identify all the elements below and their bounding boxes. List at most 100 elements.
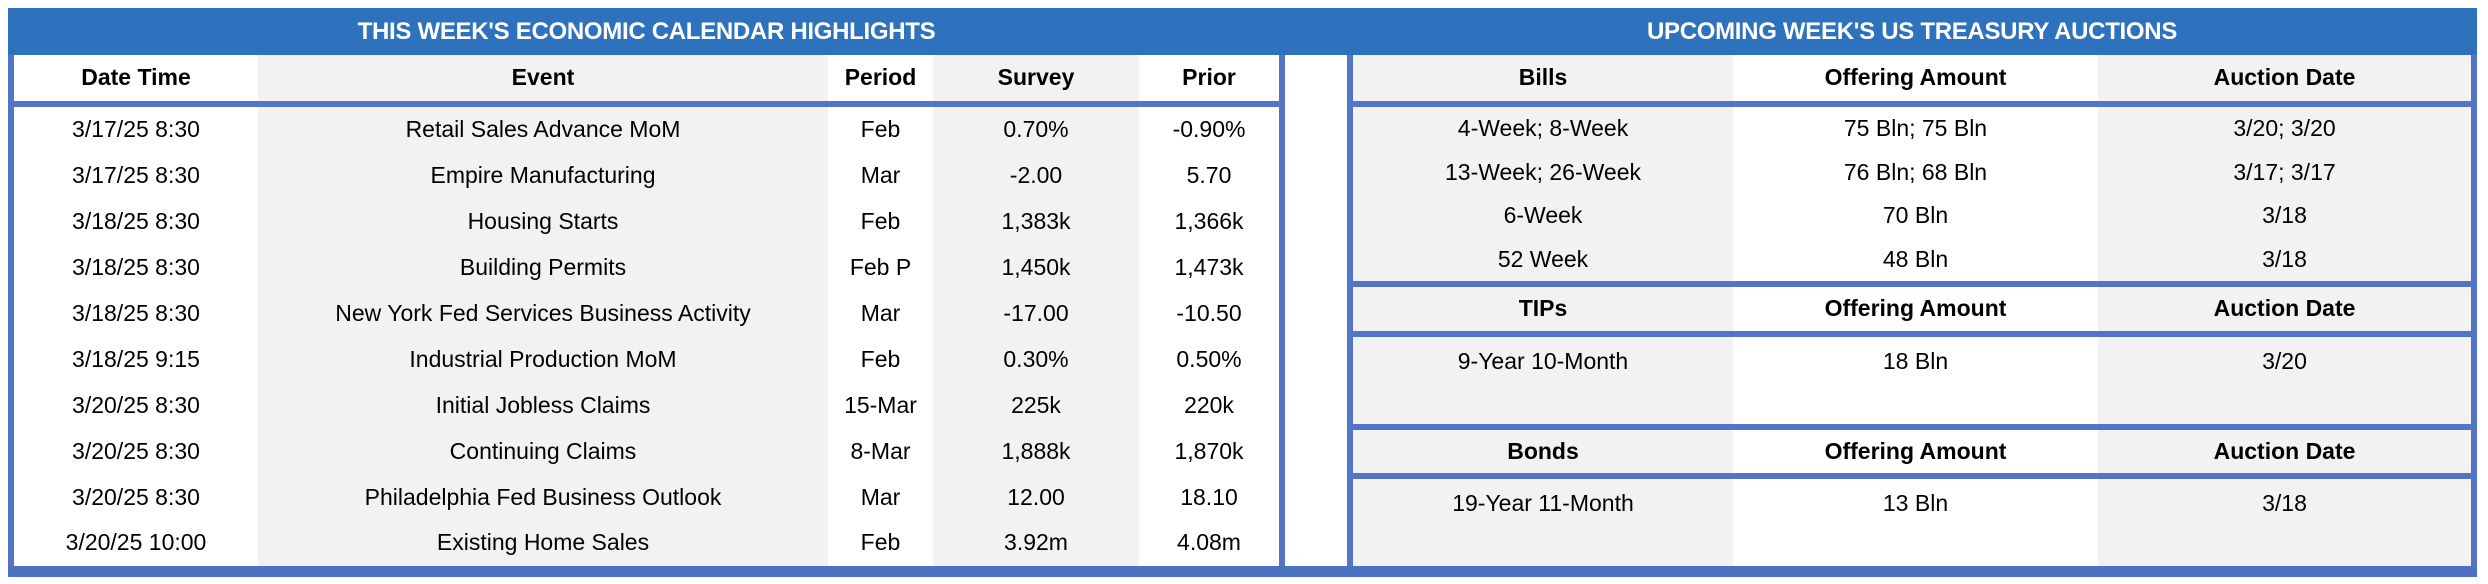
offering-amount-cell: 70 Bln — [1882, 202, 1949, 229]
treasury-auctions-table: Bills Offering Amount Auction Date 4-Wee… — [1347, 55, 2477, 566]
header-offering-amount: Offering Amount — [1824, 295, 2007, 322]
calendar-row-5: 3/18/25 8:30 New York Fed Services Busin… — [14, 290, 1279, 337]
bonds-header-divider — [1353, 473, 2471, 479]
header-auction-date: Auction Date — [2098, 429, 2471, 473]
bills-row-3: 6-Week 70 Bln 3/18 — [1353, 194, 2471, 238]
date-time-cell: 3/20/25 8:30 — [72, 437, 200, 464]
bonds-header-row: Bonds Offering Amount Auction Date — [1353, 429, 2471, 473]
survey-cell: 0.70% — [933, 107, 1139, 153]
header-auction-date: Auction Date — [2098, 287, 2471, 331]
header-survey: Survey — [933, 55, 1139, 101]
header-offering-amount: Offering Amount — [1824, 64, 2007, 91]
security-cell: 19-Year 11-Month — [1353, 479, 1733, 566]
tips-header-divider — [1353, 330, 2471, 337]
period-cell: Feb P — [849, 254, 912, 281]
header-prior: Prior — [1182, 64, 1236, 91]
prior-cell: 1,870k — [1174, 437, 1244, 464]
event-cell: Existing Home Sales — [258, 520, 828, 567]
calendar-row-2: 3/17/25 8:30 Empire Manufacturing Mar -2… — [14, 152, 1279, 199]
event-cell: Continuing Claims — [258, 428, 828, 475]
header-auction-date: Auction Date — [2098, 55, 2471, 101]
calendar-row-1: 3/17/25 8:30 Retail Sales Advance MoM Fe… — [14, 107, 1279, 153]
security-cell: 4-Week; 8-Week — [1353, 107, 1733, 151]
bonds-data-row: 19-Year 11-Month 13 Bln 3/18 — [1353, 479, 2471, 566]
prior-cell: 1,473k — [1174, 254, 1244, 281]
event-cell: Housing Starts — [258, 198, 828, 245]
event-cell: Initial Jobless Claims — [258, 382, 828, 429]
calendar-rows: 3/17/25 8:30 Retail Sales Advance MoM Fe… — [14, 107, 1279, 567]
bonds-section-divider — [1353, 423, 2471, 430]
survey-cell: 0.30% — [933, 336, 1139, 383]
date-time-cell: 3/20/25 10:00 — [65, 529, 207, 556]
period-cell: 15-Mar — [844, 391, 917, 418]
calendar-row-4: 3/18/25 8:30 Building Permits Feb P 1,45… — [14, 244, 1279, 291]
header-date-time: Date Time — [81, 64, 191, 91]
prior-cell: 18.10 — [1180, 483, 1238, 510]
period-cell: Feb — [860, 345, 901, 372]
date-time-cell: 3/20/25 8:30 — [72, 483, 200, 510]
period-cell: Feb — [860, 529, 901, 556]
prior-cell: -10.50 — [1176, 299, 1242, 326]
tips-header-row: TIPs Offering Amount Auction Date — [1353, 287, 2471, 331]
period-cell: Mar — [860, 162, 901, 189]
security-cell: 6-Week — [1353, 194, 1733, 238]
period-cell: 8-Mar — [850, 437, 911, 464]
period-cell: Mar — [860, 483, 901, 510]
survey-cell: 225k — [933, 382, 1139, 429]
prior-cell: 0.50% — [1176, 345, 1242, 372]
auction-date-cell: 3/20; 3/20 — [2098, 107, 2471, 151]
event-cell: Retail Sales Advance MoM — [258, 107, 828, 153]
treasury-auctions-title: UPCOMING WEEK'S US TREASURY AUCTIONS — [1646, 17, 2178, 45]
tips-section-divider — [1353, 281, 2471, 287]
economic-calendar-table: Date Time Event Period Survey Prior 3/17… — [8, 55, 1285, 567]
offering-amount-cell: 75 Bln; 75 Bln — [1843, 115, 1988, 142]
auction-date-cell: 3/17; 3/17 — [2098, 150, 2471, 194]
date-time-cell: 3/18/25 8:30 — [72, 299, 200, 326]
calendar-row-10: 3/20/25 10:00 Existing Home Sales Feb 3.… — [14, 520, 1279, 567]
event-cell: Empire Manufacturing — [258, 152, 828, 199]
prior-cell: 220k — [1184, 391, 1234, 418]
survey-cell: 1,383k — [933, 198, 1139, 245]
calendar-row-7: 3/20/25 8:30 Initial Jobless Claims 15-M… — [14, 382, 1279, 429]
bottom-border — [8, 566, 2477, 577]
offering-amount-cell: 76 Bln; 68 Bln — [1843, 158, 1988, 185]
bills-rows: 4-Week; 8-Week 75 Bln; 75 Bln 3/20; 3/20… — [1353, 107, 2471, 281]
calendar-row-8: 3/20/25 8:30 Continuing Claims 8-Mar 1,8… — [14, 428, 1279, 475]
event-cell: Philadelphia Fed Business Outlook — [258, 474, 828, 521]
offering-amount-cell: 48 Bln — [1882, 245, 1949, 272]
header-tips: TIPs — [1353, 287, 1733, 331]
survey-cell: -2.00 — [933, 152, 1139, 199]
economic-calendar-title: THIS WEEK'S ECONOMIC CALENDAR HIGHLIGHTS — [357, 17, 936, 45]
security-cell: 52 Week — [1353, 237, 1733, 281]
survey-cell: 12.00 — [933, 474, 1139, 521]
period-cell: Mar — [860, 299, 901, 326]
bills-header-row: Bills Offering Amount Auction Date — [1353, 55, 2471, 101]
period-cell: Feb — [860, 116, 901, 143]
security-cell: 9-Year 10-Month — [1353, 336, 1733, 424]
calendar-row-9: 3/20/25 8:30 Philadelphia Fed Business O… — [14, 474, 1279, 521]
survey-cell: 1,888k — [933, 428, 1139, 475]
prior-cell: 4.08m — [1177, 529, 1241, 556]
event-cell: Building Permits — [258, 244, 828, 291]
bills-row-1: 4-Week; 8-Week 75 Bln; 75 Bln 3/20; 3/20 — [1353, 107, 2471, 151]
event-cell: New York Fed Services Business Activity — [258, 290, 828, 337]
bills-row-2: 13-Week; 26-Week 76 Bln; 68 Bln 3/17; 3/… — [1353, 150, 2471, 194]
event-cell: Industrial Production MoM — [258, 336, 828, 383]
offering-amount-cell: 18 Bln — [1882, 347, 1949, 374]
auction-date-cell: 3/18 — [2098, 237, 2471, 281]
calendar-header-row: Date Time Event Period Survey Prior — [14, 55, 1279, 101]
date-time-cell: 3/18/25 8:30 — [72, 208, 200, 235]
header-event: Event — [258, 55, 828, 101]
auction-date-cell: 3/20 — [2098, 336, 2471, 424]
tips-data-row: 9-Year 10-Month 18 Bln 3/20 — [1353, 336, 2471, 424]
survey-cell: -17.00 — [933, 290, 1139, 337]
date-time-cell: 3/17/25 8:30 — [72, 162, 200, 189]
calendar-header-divider — [14, 101, 1279, 107]
title-band: THIS WEEK'S ECONOMIC CALENDAR HIGHLIGHTS… — [8, 8, 2477, 55]
security-cell: 13-Week; 26-Week — [1353, 150, 1733, 194]
header-bills: Bills — [1353, 55, 1733, 101]
prior-cell: 1,366k — [1174, 208, 1244, 235]
auction-date-cell: 3/18 — [2098, 479, 2471, 566]
bills-row-4: 52 Week 48 Bln 3/18 — [1353, 237, 2471, 281]
